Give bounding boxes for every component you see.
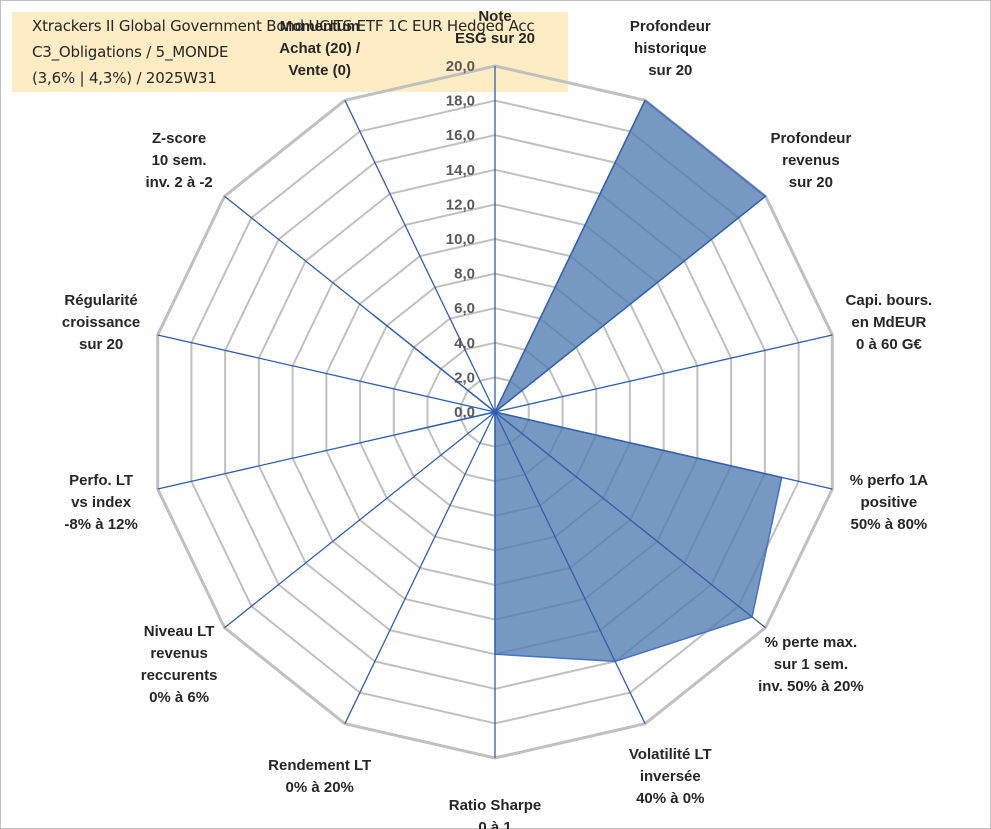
axis-spoke (494, 411, 646, 724)
axis-label: Profondeur historique sur 20 (630, 18, 711, 79)
axis-label: Rendement LT 0% à 20% (268, 757, 371, 796)
axis-spoke (344, 100, 496, 413)
axis-spoke (344, 411, 496, 724)
axis-spoke (157, 411, 496, 490)
tick-label: 6,0 (454, 300, 475, 317)
axis-label: Ratio Sharpe 0 à 1 (449, 797, 542, 829)
tick-label: 18,0 (446, 93, 475, 110)
radar-spokes (157, 66, 833, 758)
axis-label: % perte max. sur 1 sem. inv. 50% à 20% (758, 634, 864, 695)
axis-label: Régularité croissance sur 20 (62, 292, 140, 353)
axis-label: Z-score 10 sem. inv. 2 à -2 (145, 130, 212, 191)
axis-spoke (224, 195, 496, 413)
axis-label: % perfo 1A positive 50% à 80% (850, 472, 929, 533)
axis-label: Note ESG sur 20 (455, 8, 535, 47)
axis-spoke (494, 411, 766, 629)
tick-label: 4,0 (454, 335, 475, 352)
axis-spoke (494, 411, 833, 490)
axis-label: Momentum Achat (20) / Vente (0) (279, 18, 361, 79)
axis-label: Profondeur revenus sur 20 (770, 130, 851, 191)
axis-spoke (494, 195, 766, 413)
tick-label: 8,0 (454, 266, 475, 283)
tick-label: 16,0 (446, 127, 475, 144)
title-box: Xtrackers II Global Government Bond UCIT… (12, 12, 568, 92)
tick-label: 10,0 (446, 231, 475, 248)
axis-label: Volatilité LT inversée 40% à 0% (629, 746, 712, 807)
axis-spoke (494, 334, 833, 413)
chart-subtitle-period: (3,6% | 4,3%) / 2025W31 (32, 69, 217, 87)
axis-spoke (494, 100, 646, 413)
tick-label: 0,0 (454, 404, 475, 421)
chart-subtitle-category: C3_Obligations / 5_MONDE (32, 43, 229, 61)
tick-label: 12,0 (446, 196, 475, 213)
radar-axis-labels: Note ESG sur 20 Profondeur historique sur 20… (62, 8, 932, 829)
radar-tick-labels: 0,0 2,0 4,0 6,0 8,0 10,0 12,0 14,0 16,0 18,0 20,0 (446, 58, 475, 421)
axis-spoke (224, 411, 496, 629)
axis-spoke (157, 334, 496, 413)
axis-label: Perfo. LT vs index -8% à 12% (64, 472, 137, 533)
tick-label: 14,0 (446, 162, 475, 179)
axis-label: Capi. bours. en MdEUR 0 à 60 G€ (846, 292, 933, 353)
axis-label: Niveau LT revenus reccurents 0% à 6% (141, 623, 218, 706)
tick-label: 2,0 (454, 369, 475, 386)
chart-title: Xtrackers II Global Government Bond UCIT… (32, 17, 535, 35)
tick-label: 20,0 (446, 58, 475, 75)
